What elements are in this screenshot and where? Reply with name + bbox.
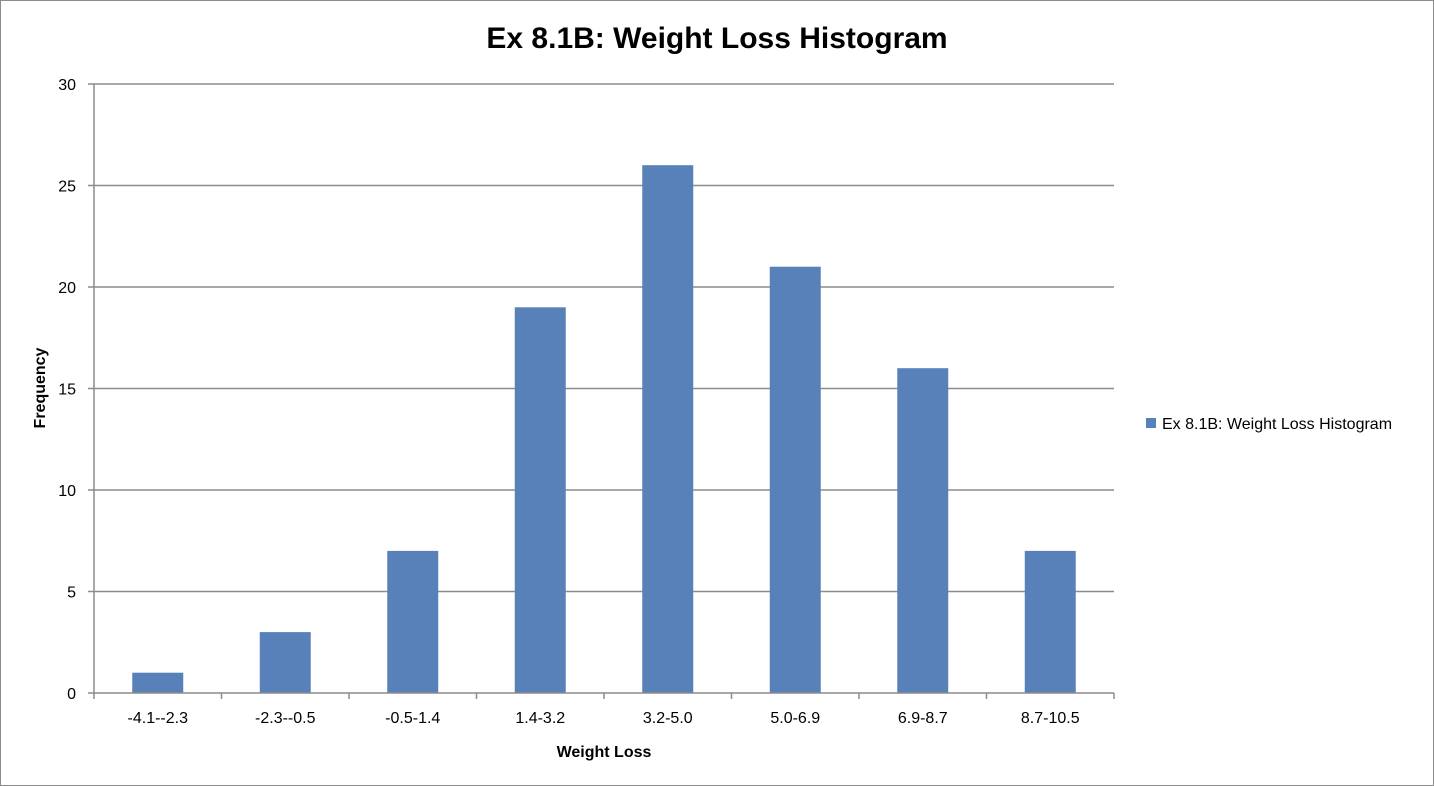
axes [88,83,1115,699]
legend-label: Ex 8.1B: Weight Loss Histogram [1162,416,1392,433]
bar [514,307,566,693]
bar [132,672,184,693]
x-tick-label: 6.9-8.7 [898,710,948,727]
x-axis-title: Weight Loss [557,744,652,761]
y-tick-label: 25 [58,179,76,196]
x-tick-label: -0.5-1.4 [385,710,440,727]
bar [387,550,439,693]
bars [132,165,1076,693]
x-tick-label: 1.4-3.2 [515,710,565,727]
x-tick-label: -4.1--2.3 [128,710,189,727]
bar [259,632,311,693]
x-tick-label: 3.2-5.0 [643,710,693,727]
chart-title: Ex 8.1B: Weight Loss Histogram [486,22,947,55]
y-tick-label: 20 [58,280,76,297]
bar [642,165,694,693]
legend-swatch [1146,418,1156,428]
x-tick-label: 5.0-6.9 [770,710,820,727]
y-tick-label: 5 [67,585,76,602]
legend: Ex 8.1B: Weight Loss Histogram [1146,416,1392,433]
y-tick-label: 15 [58,382,76,399]
bar [897,368,949,693]
y-tick-label: 10 [58,483,76,500]
y-tick-label: 30 [58,77,76,94]
bar [769,266,821,693]
x-tick-labels: -4.1--2.3 -2.3--0.5 -0.5-1.4 1.4-3.2 3.2-5.0… [128,710,1080,727]
x-tick-label: -2.3--0.5 [255,710,316,727]
gridlines [94,83,1114,593]
y-tick-labels: 0 5 10 15 20 25 30 [58,77,76,703]
x-tick-label: 8.7-10.5 [1021,710,1080,727]
bar [1024,550,1076,693]
y-axis-title: Frequency [32,347,49,428]
y-tick-label: 0 [67,686,76,703]
